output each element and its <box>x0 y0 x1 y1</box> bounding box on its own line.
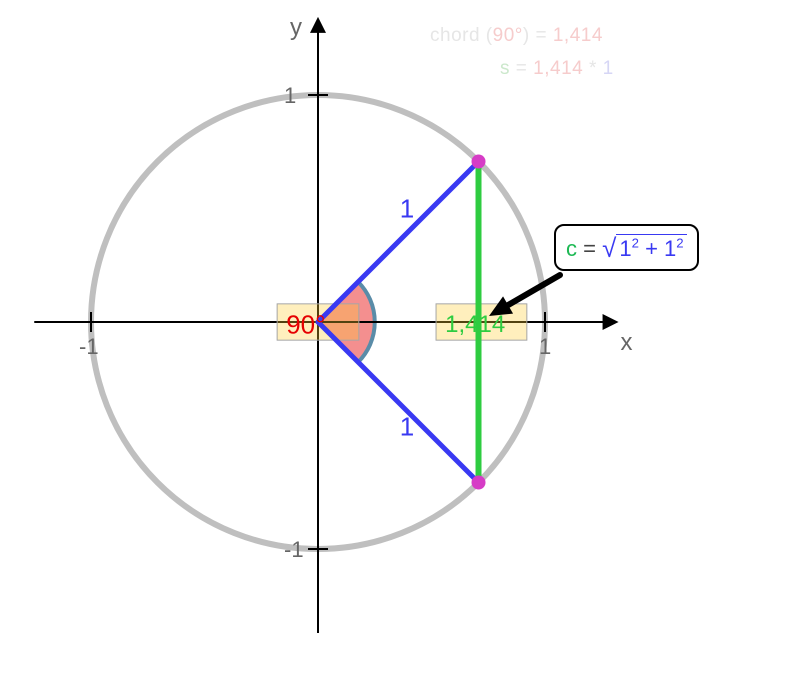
callout-sqrt: √12 + 12 <box>602 232 687 263</box>
top-formula-chord: chord (90°) = 1,414 <box>430 25 603 47</box>
tick-label: -1 <box>79 334 99 359</box>
diagram-stage: xy1-11-11190°1,414 chord (90°) = 1,414 s… <box>0 0 807 674</box>
callout-c: c <box>566 236 577 261</box>
callout-arrow-line <box>503 275 560 308</box>
formula-callout: c = √12 + 12 <box>554 224 699 271</box>
callout-eq: = <box>577 236 602 261</box>
x-axis-label: x <box>621 329 633 356</box>
tick-label: 1 <box>539 334 551 359</box>
top-formula-s: s = 1,414 * 1 <box>500 58 614 80</box>
point-upper <box>472 154 486 168</box>
angle-label: 90° <box>286 309 325 339</box>
y-axis-label: y <box>290 14 302 41</box>
tick-label: -1 <box>284 537 304 562</box>
radius-lower-label: 1 <box>400 412 414 442</box>
radius-upper <box>318 161 479 322</box>
radius-lower <box>318 322 479 483</box>
diagram-svg: xy1-11-11190°1,414 <box>0 0 807 674</box>
point-lower <box>472 476 486 490</box>
radius-upper-label: 1 <box>400 194 414 224</box>
tick-label: 1 <box>284 83 296 108</box>
